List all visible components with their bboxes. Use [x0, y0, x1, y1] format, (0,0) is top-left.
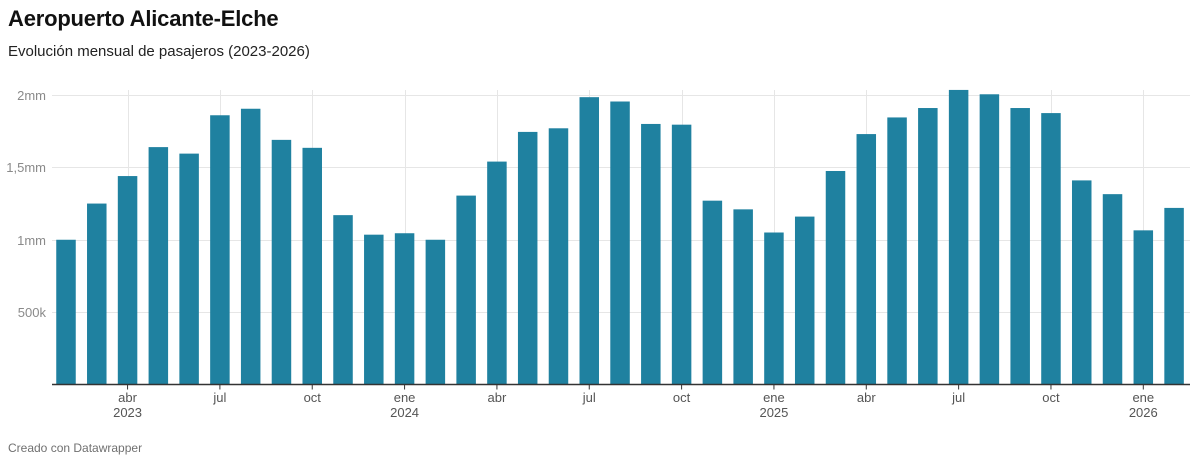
bar-2026-01 — [1133, 230, 1154, 385]
bar-2024-04 — [487, 161, 507, 385]
bar-2023-04 — [117, 176, 138, 385]
bar-2023-08 — [240, 108, 261, 385]
chart-title: Aeropuerto Alicante-Elche — [8, 6, 279, 31]
x-tick-label: jul — [582, 390, 596, 405]
footer-credit: Creado con Datawrapper — [8, 441, 143, 455]
bar-2025-07 — [948, 89, 969, 385]
x-tick-label: oct — [673, 390, 691, 405]
bar-2025-04 — [856, 134, 877, 385]
x-tick-year: 2025 — [759, 405, 788, 420]
bar-2023-09 — [271, 139, 292, 385]
bar-2024-07 — [579, 97, 600, 385]
bar-2025-11 — [1071, 180, 1092, 385]
y-tick-label: 1mm — [17, 233, 46, 248]
bar-2026-02 — [1164, 207, 1184, 385]
bar-2024-05 — [517, 131, 538, 385]
bar-2024-11 — [702, 200, 723, 385]
y-axis-ticks: 500k 1mm 1,5mm 2mm — [6, 88, 46, 320]
x-tick-label: ene — [763, 390, 785, 405]
bar-2024-10 — [671, 124, 692, 385]
bar-2025-02 — [794, 216, 815, 385]
bars — [56, 89, 1184, 385]
x-tick-year: 2026 — [1129, 405, 1158, 420]
y-tick-label: 2mm — [17, 88, 46, 103]
x-tick-label: abr — [118, 390, 137, 405]
x-tick-year: 2023 — [113, 405, 142, 420]
bar-2024-01 — [394, 233, 415, 385]
bar-2024-09 — [641, 123, 661, 385]
y-tick-label: 500k — [18, 305, 47, 320]
bar-2023-03 — [87, 203, 107, 385]
bar-2025-01 — [764, 232, 784, 385]
bar-2024-08 — [610, 101, 630, 385]
bar-2025-06 — [918, 108, 938, 385]
x-tick-year: 2024 — [390, 405, 419, 420]
bar-2025-10 — [1041, 113, 1061, 385]
bar-2023-06 — [179, 153, 199, 385]
bar-2023-05 — [148, 147, 169, 385]
bar-2024-03 — [456, 195, 476, 385]
bar-2023-10 — [302, 147, 322, 385]
x-tick-label: abr — [488, 390, 507, 405]
x-tick-label: jul — [212, 390, 226, 405]
bar-2024-06 — [548, 128, 569, 385]
bar-2023-02 — [56, 239, 76, 385]
bar-2025-05 — [887, 117, 907, 385]
x-tick-label: oct — [1042, 390, 1060, 405]
x-tick-label: abr — [857, 390, 876, 405]
bar-2025-12 — [1102, 194, 1123, 385]
bar-2023-07 — [210, 115, 230, 385]
bar-2024-02 — [425, 239, 446, 385]
x-tick-label: oct — [304, 390, 322, 405]
bar-2025-09 — [1010, 108, 1030, 385]
bar-2024-12 — [733, 209, 753, 385]
x-tick-label: ene — [394, 390, 416, 405]
bar-2023-11 — [333, 215, 353, 385]
chart-subtitle: Evolución mensual de pasajeros (2023-202… — [8, 43, 310, 60]
x-tick-label: jul — [951, 390, 965, 405]
bar-2025-03 — [825, 170, 846, 385]
y-tick-label: 1,5mm — [6, 160, 46, 175]
bar-2023-12 — [364, 234, 384, 385]
bar-2025-08 — [979, 94, 1000, 385]
x-tick-label: ene — [1132, 390, 1154, 405]
